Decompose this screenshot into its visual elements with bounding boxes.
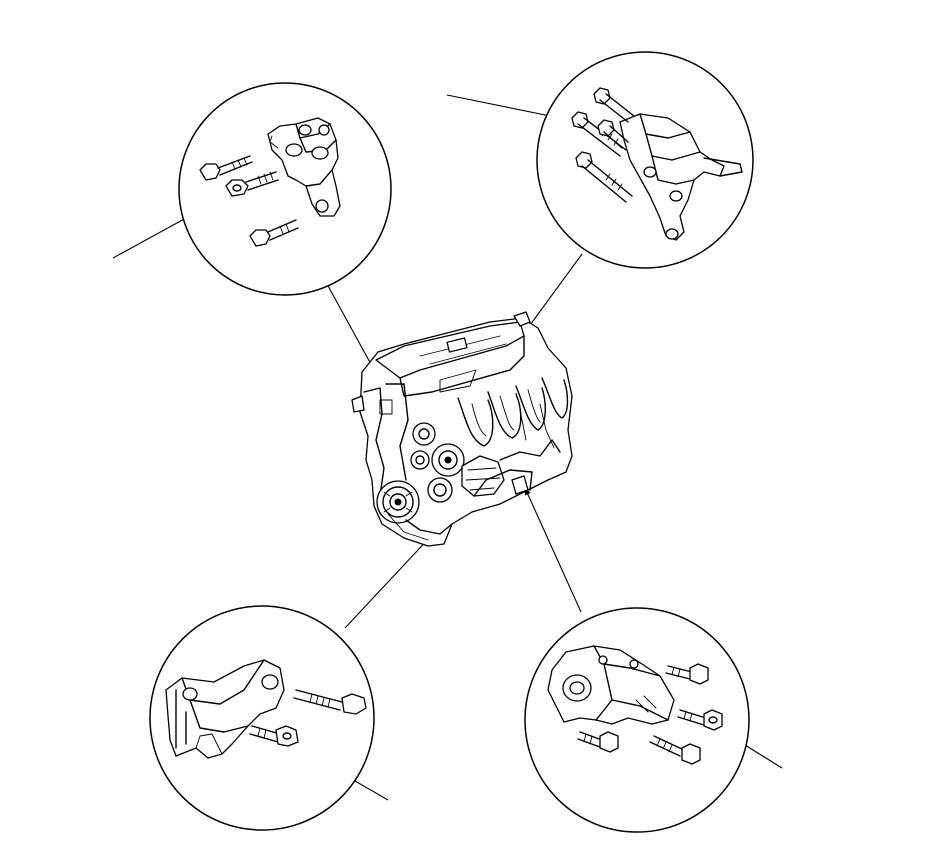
transmission-mount-icon [547, 645, 723, 765]
bolt-icon [649, 735, 701, 765]
pulley-icon [410, 450, 430, 470]
front-mount-bracket-icon [199, 117, 341, 247]
detail-circle-top-left [178, 82, 392, 296]
pulley-icon [431, 443, 465, 477]
engine-block-icon [351, 311, 573, 547]
bolt-icon [249, 725, 299, 747]
bolt-icon [677, 709, 723, 731]
pulley-icon [412, 422, 436, 446]
crank-pulley-icon [376, 480, 420, 524]
side-mount-bracket-icon [165, 659, 367, 759]
detail-bottom-right [524, 607, 750, 833]
bolt-icon [249, 219, 299, 247]
bolt-icon [593, 87, 635, 123]
detail-bottom-left [149, 605, 375, 831]
detail-top-right [536, 51, 754, 269]
bolt-icon [293, 689, 367, 715]
bolt-icon [575, 151, 633, 203]
bolt-icon [199, 155, 253, 181]
detail-circle-bottom-left [149, 605, 375, 831]
bolt-icon [597, 119, 629, 149]
leader-bottom-right [524, 487, 582, 613]
bolt-icon [665, 663, 709, 685]
pulley-icon [427, 477, 453, 503]
rear-bracket-icon [571, 87, 743, 241]
bolt-icon [225, 171, 279, 197]
detail-top-left [178, 82, 392, 296]
leader-bottom-left [344, 534, 433, 629]
bolt-icon [577, 731, 619, 753]
